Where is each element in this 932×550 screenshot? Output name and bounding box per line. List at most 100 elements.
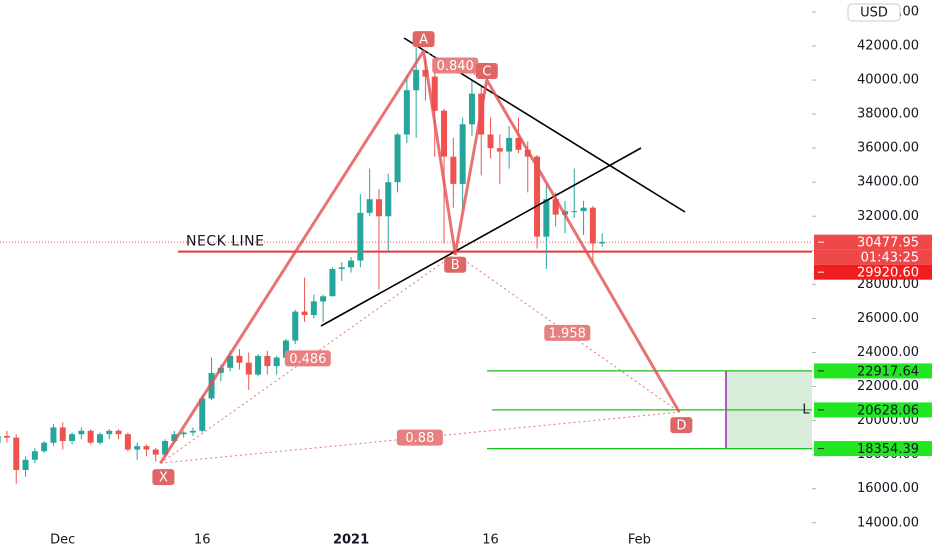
price-tag: [814, 441, 932, 457]
y-tick-label: 42000.00: [857, 38, 919, 53]
time-axis: Dec 16 2021 16 Feb: [50, 533, 651, 548]
candle-body: [199, 398, 206, 431]
candle-body: [124, 434, 131, 450]
candle-body: [394, 134, 401, 183]
candle-body: [236, 355, 243, 363]
candle-body: [338, 267, 345, 270]
candle-body: [375, 199, 382, 217]
candle-body: [143, 446, 150, 450]
candle-body: [506, 137, 513, 152]
point-label: X: [159, 471, 168, 486]
candle-body: [422, 69, 429, 77]
ratio-label: 0.486: [289, 352, 326, 367]
ratio-label: 0.88: [405, 431, 434, 446]
candle-body: [348, 260, 355, 268]
candle-body: [496, 148, 503, 152]
candle-body: [264, 355, 271, 367]
candle-body: [441, 110, 448, 157]
candle-body: [96, 434, 103, 443]
point-label: C: [482, 65, 491, 80]
y-tick-label: 22000.00: [857, 379, 919, 394]
level-marker: L: [802, 402, 810, 417]
candle-body: [189, 430, 196, 433]
y-tick-label: 36000.00: [857, 141, 919, 156]
y-tick-label: 28000.00: [857, 277, 919, 292]
candle-body: [403, 90, 410, 135]
candle-body: [589, 207, 596, 244]
candle-body: [69, 434, 76, 442]
candle-body: [245, 362, 252, 375]
candle-body: [320, 296, 327, 302]
y-tick-label: 32000.00: [857, 209, 919, 224]
y-tick-label: 24000.00: [857, 345, 919, 360]
candle-body: [487, 134, 494, 149]
point-label-box: [444, 256, 467, 273]
candle-body: [431, 76, 438, 111]
pattern-line: [159, 49, 681, 464]
candle-body: [152, 449, 159, 455]
candle-body: [468, 93, 475, 125]
candle-body: [599, 242, 606, 244]
x-tick-label: 16: [194, 533, 211, 548]
candle-body: [552, 199, 559, 215]
currency-box: USD: [847, 3, 901, 22]
candle-body: [301, 311, 308, 316]
candle-body: [292, 311, 299, 341]
y-tick-label: 26000.00: [857, 311, 919, 326]
y-tick-label: 38000.00: [857, 107, 919, 122]
ratio-label-box: [396, 429, 443, 446]
candle-body: [459, 124, 466, 184]
candle-body: [87, 430, 94, 443]
point-label: B: [451, 258, 460, 273]
y-tick-label: 16000.00: [857, 481, 919, 496]
price-tag-label: 01:43:25: [861, 251, 919, 266]
price-axis: 14000.0016000.0018000.0020000.0022000.00…: [812, 0, 932, 550]
candle-body: [134, 446, 141, 450]
candle-body: [273, 357, 280, 367]
ratio-line: [454, 253, 680, 413]
candle-body: [162, 441, 169, 455]
x-tick-label: 2021: [333, 533, 369, 548]
candle-body: [41, 442, 48, 452]
price-tag: [814, 363, 932, 379]
ratio-label-box: [544, 324, 591, 341]
candle-body: [385, 182, 392, 217]
currency-frame: [847, 3, 901, 22]
x-tick-label: 16: [482, 533, 499, 548]
candle-body: [3, 435, 10, 438]
point-label-box: [412, 31, 435, 48]
price-tag: [814, 234, 932, 250]
price-tag: [814, 402, 932, 418]
candle-body: [329, 269, 336, 297]
candle-body: [106, 430, 113, 435]
candle-body: [31, 451, 38, 460]
price-tag: [814, 264, 932, 280]
ratio-label: 0.840: [437, 59, 474, 74]
pattern-labels: 0.486 0.840 1.958 0.88 X A B C D: [152, 31, 693, 486]
ratio-label-box: [432, 57, 479, 74]
candle-body: [50, 427, 57, 443]
candle-body: [0, 435, 1, 443]
ratio-line: [423, 50, 488, 81]
price-tag-label: 18354.39: [857, 442, 919, 457]
candle-body: [571, 211, 578, 213]
candle-body: [543, 199, 550, 237]
price-tag-label: 22917.64: [857, 364, 919, 379]
candle-body: [357, 212, 364, 261]
candles: [0, 47, 606, 484]
price-tag-label: 30477.95: [857, 236, 919, 251]
back-layer: L NECK LINE: [0, 234, 812, 450]
point-label-box: [152, 469, 175, 486]
candle-body: [310, 301, 317, 316]
candle-body: [59, 427, 66, 442]
neckline-label: NECK LINE: [186, 234, 264, 250]
candle-body: [366, 199, 373, 213]
candle-body: [282, 340, 289, 358]
candle-body: [180, 432, 187, 435]
price-tag-label: 29920.60: [857, 266, 919, 281]
point-label-box: [670, 417, 693, 434]
candle-body: [22, 459, 29, 470]
